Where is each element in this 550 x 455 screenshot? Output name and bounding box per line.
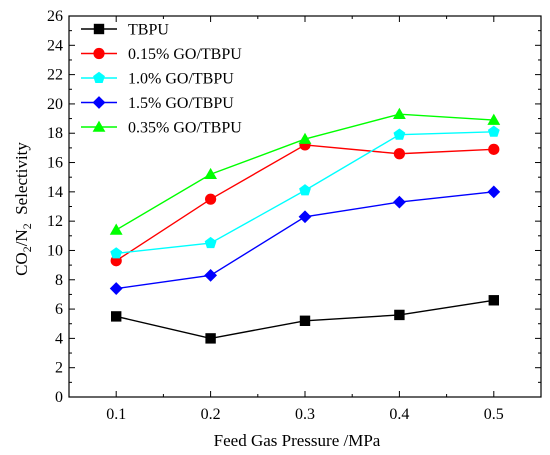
y-axis-label-prefix: CO	[12, 252, 31, 276]
data-point	[204, 167, 217, 180]
legend-entry-label: TBPU	[128, 22, 169, 39]
y-tick-label: 22	[47, 67, 63, 84]
data-point	[487, 125, 500, 137]
data-point	[205, 193, 217, 205]
y-tick-label: 18	[47, 125, 63, 142]
y-axis-label-suffix: Selectivity	[12, 142, 31, 224]
data-point	[204, 236, 217, 249]
series-markers	[109, 107, 501, 344]
data-point	[393, 195, 406, 209]
legend-entry-label: 1.5% GO/TBPU	[128, 95, 234, 112]
data-point	[488, 295, 499, 306]
data-point	[110, 247, 123, 259]
legend-marker	[92, 96, 106, 109]
data-point	[487, 185, 501, 199]
y-tick-label: 26	[47, 8, 63, 25]
data-point	[109, 282, 123, 295]
data-point	[204, 268, 217, 282]
y-tick-label: 12	[47, 213, 63, 230]
y-axis-label-mid: /N	[12, 229, 31, 246]
y-tick-label: 24	[47, 37, 63, 54]
y-tick-label: 4	[55, 330, 63, 347]
x-tick-label: 0.4	[389, 406, 409, 423]
data-point	[393, 107, 406, 119]
data-point	[109, 223, 123, 235]
legend-marker	[92, 120, 106, 132]
series-line	[116, 191, 494, 290]
x-axis-label: Feed Gas Pressure /MPa	[214, 431, 381, 450]
y-tick-label: 20	[47, 96, 63, 113]
y-axis-label-subscript-1: 2	[20, 246, 34, 252]
y-tick-label: 10	[47, 242, 63, 259]
data-point	[393, 148, 405, 160]
legend: TBPU 0.15% GO/TBPU 1.0% GO/TBPU 1.5% GO/TBP…	[81, 22, 242, 137]
y-tick-label: 6	[55, 301, 63, 318]
data-point	[488, 143, 500, 155]
x-tick-label: 0.2	[201, 406, 221, 423]
legend-entry-label: 0.15% GO/TBPU	[128, 46, 242, 63]
data-point	[298, 132, 312, 144]
y-tick-label: 2	[55, 360, 63, 377]
y-axis-label: CO2/N2 Selectivity	[12, 142, 34, 276]
data-point	[299, 184, 311, 196]
data-point	[299, 315, 311, 326]
series-line	[115, 144, 494, 262]
legend-marker	[93, 23, 105, 35]
data-point	[298, 210, 312, 224]
x-tick-label: 0.5	[484, 406, 504, 423]
data-point	[394, 309, 405, 321]
y-tick-label: 16	[47, 155, 63, 172]
legend-marker	[93, 71, 105, 84]
data-point	[487, 113, 501, 125]
y-axis-label-subscript-2: 2	[20, 223, 34, 229]
data-point	[393, 128, 406, 140]
legend-entry-label: 1.0% GO/TBPU	[128, 71, 234, 88]
x-tick-label: 0.3	[295, 406, 315, 423]
data-point	[111, 311, 122, 322]
y-tick-label: 8	[55, 272, 63, 289]
y-tick-label: 0	[55, 389, 63, 406]
x-tick-label: 0.1	[106, 406, 126, 423]
y-tick-label: 14	[47, 184, 63, 201]
legend-marker	[93, 47, 105, 60]
data-point	[205, 333, 216, 344]
legend-entry-label: 0.35% GO/TBPU	[128, 120, 242, 137]
